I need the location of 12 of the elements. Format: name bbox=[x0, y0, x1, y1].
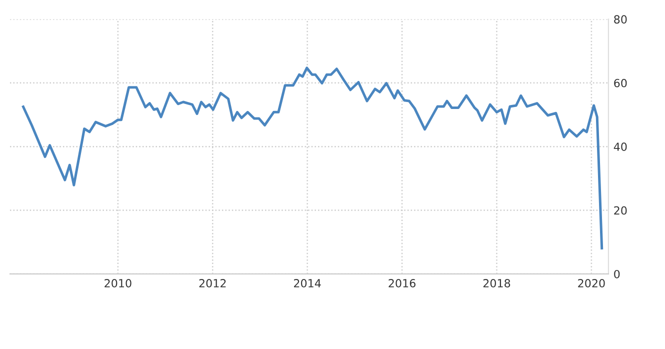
x-tick-label: 2012 bbox=[199, 279, 226, 288]
x-tick-label: 2014 bbox=[294, 279, 321, 288]
x-tick-label: 2020 bbox=[578, 279, 605, 288]
x-tick-label: 2018 bbox=[483, 279, 510, 288]
y-tick-label: 0 bbox=[614, 270, 620, 278]
x-tick-label: 2010 bbox=[104, 279, 132, 288]
line-series bbox=[22, 66, 604, 250]
x-tick-label: 2016 bbox=[388, 279, 416, 288]
y-tick-label: 80 bbox=[614, 15, 627, 24]
y-tick-label: 60 bbox=[614, 78, 627, 88]
y-tick-label: 20 bbox=[614, 206, 627, 215]
y-tick-label: 40 bbox=[614, 142, 627, 151]
